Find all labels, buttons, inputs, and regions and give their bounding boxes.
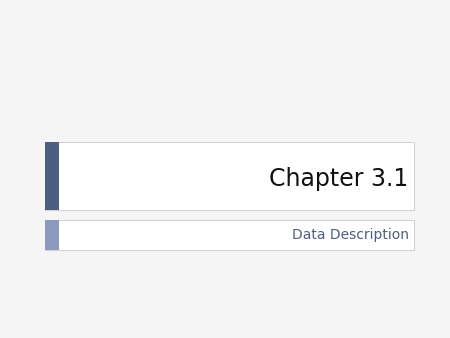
Bar (45, 142, 414, 210)
Text: Chapter 3.1: Chapter 3.1 (270, 167, 409, 191)
Text: Data Description: Data Description (292, 228, 409, 242)
Bar (45, 142, 59, 210)
Bar (45, 220, 414, 250)
Bar (45, 220, 59, 250)
